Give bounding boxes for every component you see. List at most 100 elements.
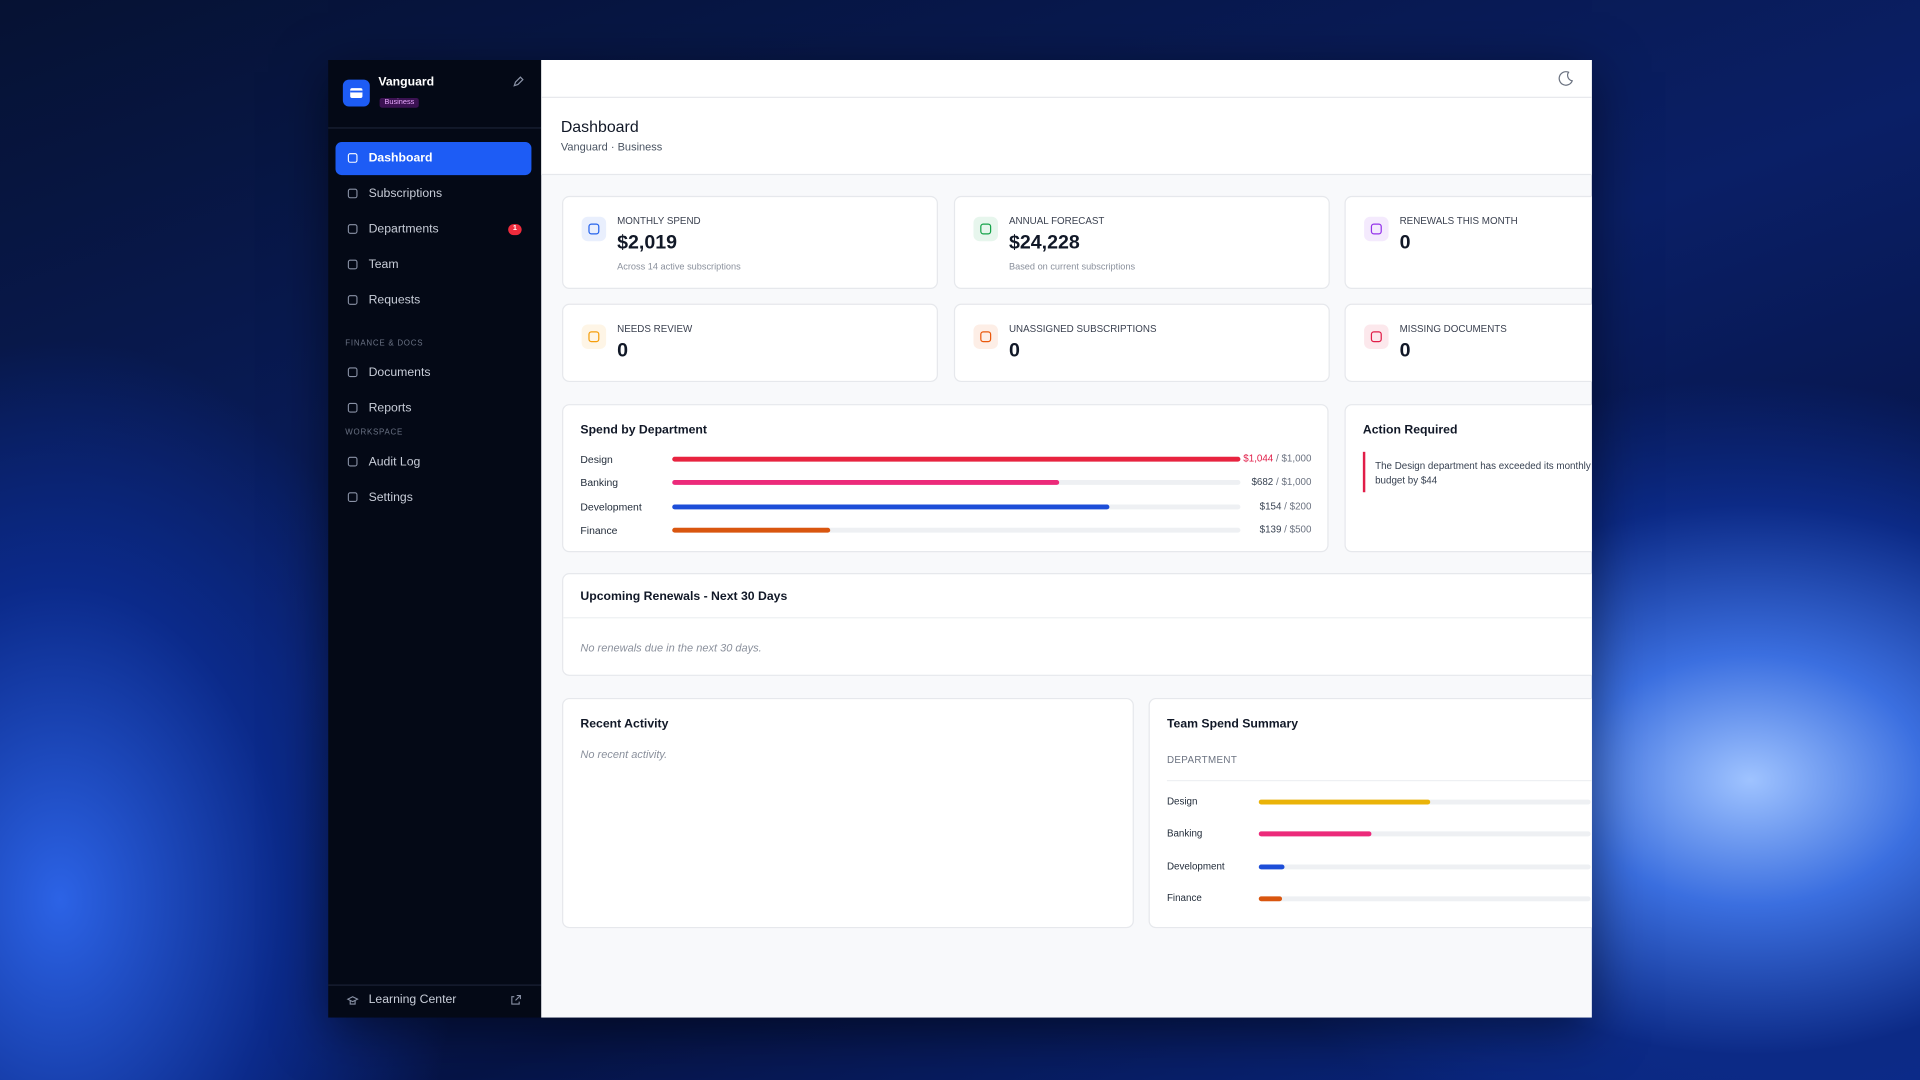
stat-label: UNASSIGNED SUBSCRIPTIONS: [1008, 323, 1157, 335]
icon: [347, 491, 359, 503]
section-title: WORKSPACE: [345, 428, 404, 438]
department-name: Development: [1166, 860, 1225, 872]
stat-card: RENEWALS THIS MONTH 0: [1344, 195, 1592, 289]
nav-badge: 1: [508, 224, 522, 236]
divider: [563, 617, 1592, 619]
page-header: Dashboard Vanguard · Business: [541, 97, 1592, 176]
spend-amount: $139 / $500: [1260, 524, 1312, 535]
top-bar: [541, 60, 1592, 98]
icon: [347, 294, 359, 306]
action-card: Action Required The Design department has…: [1344, 404, 1592, 553]
nav-item[interactable]: Dashboard: [335, 142, 532, 176]
stat-card: ANNUAL FORECAST $24,228 Based on current s…: [953, 195, 1330, 289]
stat-note: Based on current subscriptions: [1008, 260, 1136, 272]
plan-badge: Business: [379, 97, 420, 108]
nav-label: Requests: [368, 293, 421, 308]
main-content: Dashboard Vanguard · Business MONTHLY SP…: [541, 60, 1592, 1018]
stat-card: MONTHLY SPEND $2,019 Across 14 active subs…: [562, 195, 938, 289]
stat-card: MISSING DOCUMENTS 0: [1344, 303, 1592, 383]
nav-item[interactable]: Audit Log: [336, 446, 532, 479]
activity-card: Recent Activity No recent activity.: [562, 697, 1134, 929]
nav-item[interactable]: Requests: [336, 284, 532, 317]
spend-amount: $154 / $200: [1260, 501, 1312, 512]
empty-state: No renewals due in the next 30 days.: [580, 641, 762, 654]
alert-message: The Design department has exceeded its m…: [1375, 460, 1591, 487]
nav-label: Departments: [368, 222, 439, 237]
column-header: DEPARTMENT: [1166, 754, 1238, 766]
share-track: [1258, 799, 1591, 805]
share-track: [1258, 896, 1591, 902]
divider: [1166, 780, 1592, 782]
nav-label: Dashboard: [368, 151, 433, 166]
section-title: FINANCE & DOCS: [345, 339, 424, 348]
share-track: [1258, 863, 1591, 869]
stat-note: Across 14 active subscriptions: [617, 260, 741, 272]
empty-state: No recent activity.: [580, 748, 668, 761]
learning-icon: [346, 996, 359, 1005]
share-track: [1258, 831, 1591, 837]
separator: /: [1284, 500, 1287, 512]
icon: [347, 366, 359, 378]
renewals-card: Upcoming Renewals - Next 30 Days No renew…: [562, 573, 1592, 676]
edit-icon[interactable]: [512, 76, 524, 88]
spend-bar: [672, 480, 1060, 486]
spend-amount: $1,044 / $1,000: [1243, 453, 1311, 464]
icon: [347, 402, 359, 414]
stat-label: MISSING DOCUMENTS: [1399, 323, 1507, 335]
card-title: Recent Activity: [580, 717, 669, 732]
department-name: Finance: [580, 524, 618, 537]
separator: /: [1275, 476, 1279, 488]
page-subtitle: Vanguard · Business: [560, 140, 663, 154]
spent: $1,044: [1243, 453, 1274, 465]
nav-item[interactable]: Team: [336, 249, 532, 282]
card-title: Upcoming Renewals - Next 30 Days: [580, 590, 788, 604]
department-name: Banking: [580, 476, 619, 490]
separator: /: [1284, 524, 1287, 536]
department-name: Banking: [1166, 828, 1203, 840]
logo: [342, 79, 370, 107]
learning-center[interactable]: Learning Center: [368, 993, 457, 1007]
stat-icon: [973, 324, 998, 349]
stat-label: ANNUAL FORECAST: [1008, 215, 1105, 227]
stat-card: UNASSIGNED SUBSCRIPTIONS 0: [953, 303, 1330, 383]
nav-label: Documents: [368, 366, 431, 380]
card-title: Action Required: [1362, 423, 1458, 438]
icon: [347, 187, 359, 199]
stat-value: $24,228: [1008, 232, 1080, 254]
spent: $682: [1251, 476, 1274, 488]
budget: $500: [1289, 524, 1312, 536]
department-name: Design: [1166, 795, 1198, 807]
spent: $139: [1259, 524, 1282, 536]
spent: $154: [1259, 500, 1282, 512]
stat-label: NEEDS REVIEW: [617, 323, 693, 335]
department-name: Finance: [1166, 892, 1202, 904]
brand-name: Vanguard: [378, 75, 435, 90]
share-bar: [1258, 896, 1282, 902]
budget-track: [672, 456, 1241, 462]
nav-label: Settings: [368, 491, 413, 505]
stat-card: NEEDS REVIEW 0: [562, 303, 938, 383]
nav-item[interactable]: Settings: [336, 481, 532, 514]
stat-value: $2,019: [617, 232, 678, 254]
theme-toggle[interactable]: [1558, 70, 1575, 87]
spend-bar: [672, 456, 1241, 462]
nav-label: Subscriptions: [368, 187, 443, 201]
stat-icon: [581, 324, 607, 349]
department-name: Development: [580, 500, 642, 513]
nav-item[interactable]: Documents: [336, 356, 532, 389]
stat-label: RENEWALS THIS MONTH: [1399, 215, 1518, 227]
share-bar: [1258, 863, 1285, 869]
card-title: Spend by Department: [580, 423, 707, 438]
share-bar: [1258, 799, 1431, 805]
department-name: Design: [580, 453, 613, 466]
nav-item[interactable]: Departments 1: [336, 213, 532, 246]
icon: [347, 258, 359, 270]
budget: $1,000: [1281, 453, 1312, 465]
budget: $1,000: [1281, 476, 1312, 488]
card-title: Team Spend Summary: [1166, 717, 1299, 732]
nav-item[interactable]: Reports: [336, 392, 532, 425]
nav-item[interactable]: Subscriptions: [336, 178, 532, 211]
nav-label: Reports: [368, 401, 412, 416]
budget-track: [672, 527, 1241, 533]
